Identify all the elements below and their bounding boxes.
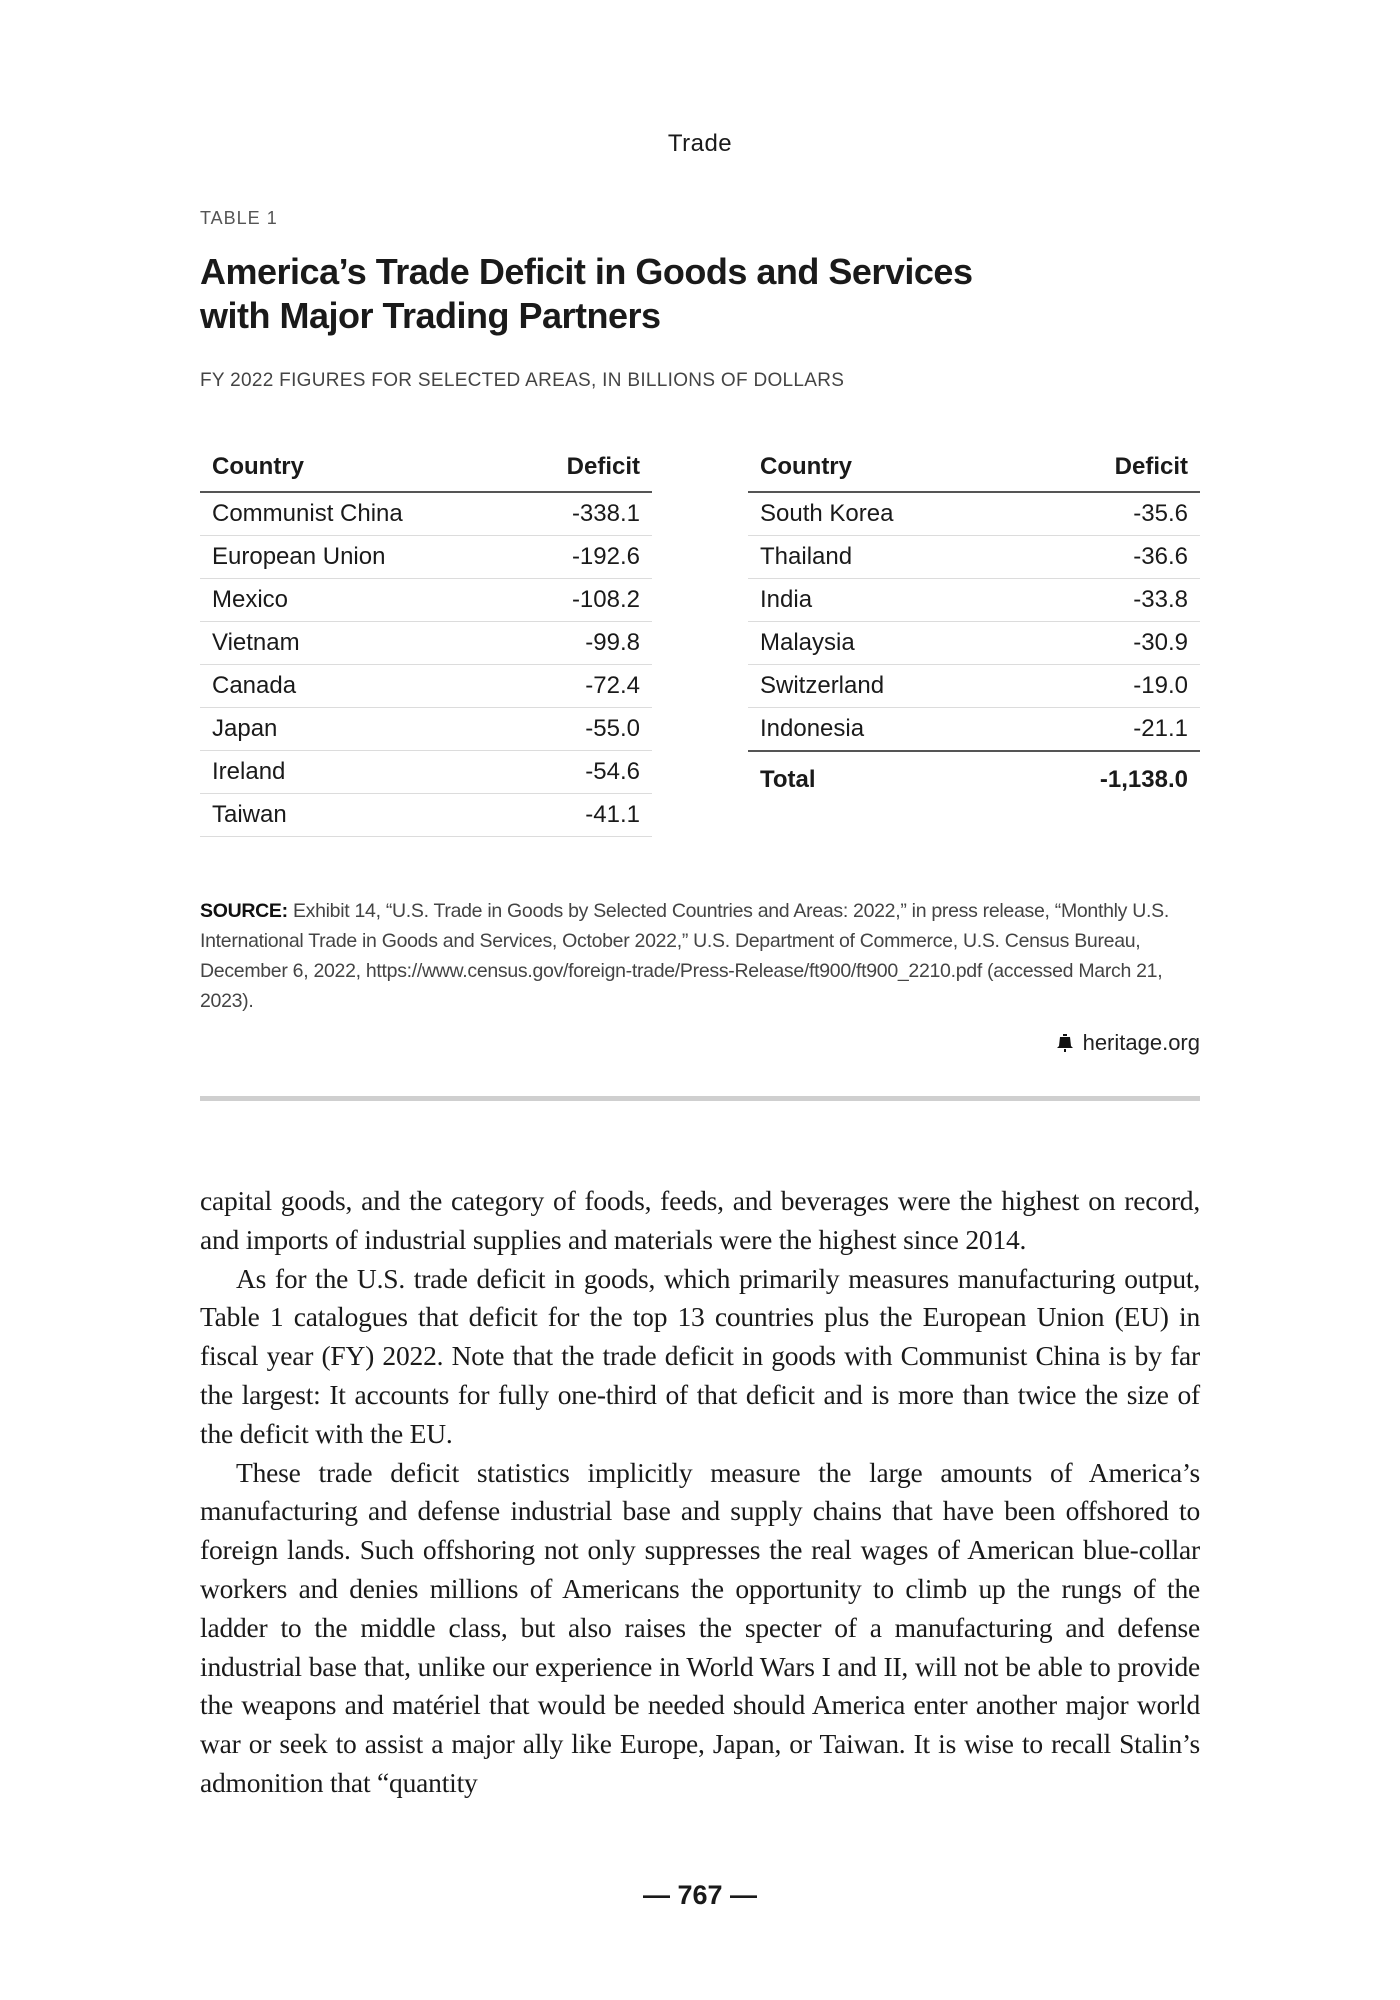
deficit-cell: -54.6: [510, 750, 652, 794]
country-cell: Ireland: [200, 750, 511, 794]
table-row: Vietnam -99.8: [200, 621, 652, 665]
country-cell: Japan: [200, 707, 511, 751]
paragraph: As for the U.S. trade deficit in goods, …: [200, 1262, 1200, 1449]
country-cell: South Korea: [748, 492, 1013, 536]
table-row: Switzerland -19.0: [748, 664, 1200, 708]
country-cell: Taiwan: [200, 793, 511, 837]
deficit-cell: -33.8: [1012, 578, 1200, 622]
source-note: SOURCE: Exhibit 14, “U.S. Trade in Goods…: [200, 896, 1200, 1016]
country-cell: India: [748, 578, 1013, 622]
table-title-line-2: with Major Trading Partners: [200, 295, 661, 336]
body-text: capital goods, and the category of foods…: [200, 1182, 1200, 1803]
source-label: SOURCE:: [200, 900, 288, 922]
country-cell: Canada: [200, 664, 511, 708]
table-header-row: Country Deficit: [200, 445, 652, 493]
paragraph: These trade deficit statistics implicitl…: [200, 1456, 1200, 1798]
table-row: South Korea -35.6: [748, 492, 1200, 536]
column-header-country: Country: [748, 445, 1013, 493]
table-row: Indonesia -21.1: [748, 707, 1200, 752]
credit-text[interactable]: heritage.org: [1082, 1030, 1200, 1055]
running-head: Trade: [667, 130, 733, 157]
table-row: Canada -72.4: [200, 664, 652, 708]
country-cell: Switzerland: [748, 664, 1013, 708]
deficit-cell: -99.8: [510, 621, 652, 665]
table-header-row: Country Deficit: [748, 445, 1200, 493]
total-row: Total -1,138.0: [748, 750, 1200, 808]
column-header-deficit: Deficit: [510, 445, 652, 493]
column-header-country: Country: [200, 445, 511, 493]
table-row: Communist China -338.1: [200, 492, 652, 536]
table-subtitle: FY 2022 FIGURES FOR SELECTED AREAS, IN B…: [200, 370, 845, 391]
deficit-cell: -72.4: [510, 664, 652, 708]
country-cell: Communist China: [200, 492, 511, 536]
country-cell: Thailand: [748, 535, 1013, 579]
total-label: Total: [748, 750, 1013, 808]
deficit-cell: -35.6: [1012, 492, 1200, 536]
table-label: TABLE 1: [200, 208, 278, 228]
deficit-cell: -30.9: [1012, 621, 1200, 665]
deficit-table-left: Country Deficit Communist China -338.1 Eu…: [200, 445, 652, 837]
source-text: Exhibit 14, “U.S. Trade in Goods by Sele…: [200, 900, 1169, 1012]
deficit-cell: -192.6: [510, 535, 652, 579]
deficit-table-right: Country Deficit South Korea -35.6 Thailan…: [748, 445, 1200, 808]
section-divider: [200, 1096, 1200, 1101]
table-title: America’s Trade Deficit in Goods and Ser…: [200, 250, 1020, 338]
deficit-cell: -338.1: [510, 492, 652, 536]
table-row: Malaysia -30.9: [748, 621, 1200, 665]
table-row: European Union -192.6: [200, 535, 652, 579]
country-cell: European Union: [200, 535, 511, 579]
table-row: Japan -55.0: [200, 707, 652, 751]
liberty-bell-icon: [1056, 1034, 1073, 1052]
deficit-cell: -19.0: [1012, 664, 1200, 708]
table-title-line-1: America’s Trade Deficit in Goods and Ser…: [200, 251, 973, 292]
total-value: -1,138.0: [1012, 750, 1200, 808]
country-cell: Indonesia: [748, 707, 1013, 752]
deficit-cell: -21.1: [1012, 707, 1200, 752]
deficit-cell: -36.6: [1012, 535, 1200, 579]
country-cell: Mexico: [200, 578, 511, 622]
table-row: Taiwan -41.1: [200, 793, 652, 837]
deficit-cell: -55.0: [510, 707, 652, 751]
deficit-cell: -108.2: [510, 578, 652, 622]
credit-line: heritage.org: [1056, 1030, 1200, 1056]
column-header-deficit: Deficit: [1012, 445, 1200, 493]
deficit-cell: -41.1: [510, 793, 652, 837]
table-row: Ireland -54.6: [200, 750, 652, 794]
country-cell: Malaysia: [748, 621, 1013, 665]
page-number: — 767 —: [642, 1880, 758, 1910]
country-cell: Vietnam: [200, 621, 511, 665]
table-row: India -33.8: [748, 578, 1200, 622]
table-row: Mexico -108.2: [200, 578, 652, 622]
paragraph: capital goods, and the category of foods…: [200, 1185, 1200, 1255]
table-row: Thailand -36.6: [748, 535, 1200, 579]
